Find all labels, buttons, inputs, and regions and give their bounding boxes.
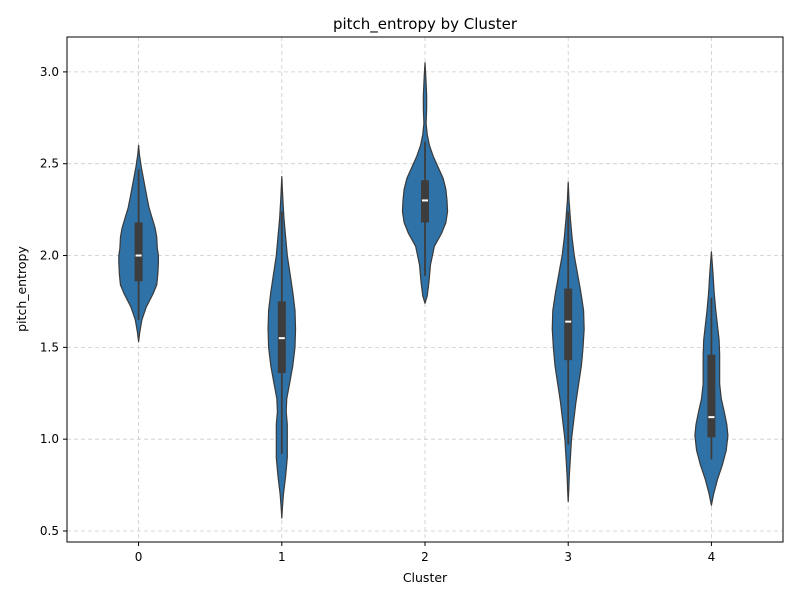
y-tick-label: 1.5 xyxy=(40,340,59,354)
y-tick-label: 1.0 xyxy=(40,432,59,446)
y-tick-label: 2.0 xyxy=(40,249,59,263)
x-tick-label: 3 xyxy=(564,550,572,564)
x-tick-label: 0 xyxy=(135,550,143,564)
x-axis-title: Cluster xyxy=(403,570,448,585)
violin-cluster-2 xyxy=(401,62,449,304)
y-tick-label: 2.5 xyxy=(40,157,59,171)
violin-iqr-box xyxy=(134,222,143,282)
violin-cluster-0 xyxy=(118,144,159,343)
y-axis-ticks: 0.5 1.0 1.5 2.0 2.5 3.0 xyxy=(40,65,67,538)
y-tick-label: 3.0 xyxy=(40,65,59,79)
x-axis-ticks: 0 1 2 3 4 xyxy=(135,542,715,564)
x-tick-label: 2 xyxy=(421,550,429,564)
violin-iqr-box xyxy=(564,288,573,361)
violin-cluster-3 xyxy=(551,181,585,503)
y-tick-label: 0.5 xyxy=(40,524,59,538)
violins xyxy=(118,62,729,519)
x-tick-label: 1 xyxy=(278,550,286,564)
violin-iqr-box xyxy=(707,354,716,438)
chart-title: pitch_entropy by Cluster xyxy=(333,15,518,34)
violin-cluster-1 xyxy=(267,175,297,519)
x-tick-label: 4 xyxy=(708,550,716,564)
y-axis-title: pitch_entropy xyxy=(14,246,29,332)
violin-cluster-4 xyxy=(694,251,729,506)
